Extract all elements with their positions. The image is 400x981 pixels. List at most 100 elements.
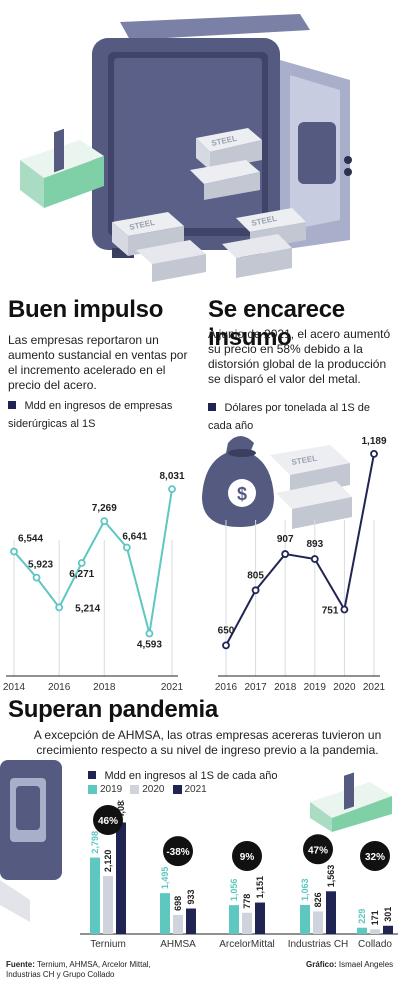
- bar: [160, 893, 170, 934]
- data-label: 4,593: [137, 639, 162, 650]
- bar: [370, 929, 380, 934]
- bar-value-label: 1,495: [160, 867, 170, 890]
- x-tick-label: 2018: [93, 682, 116, 693]
- steel-bar: STEEL: [196, 128, 262, 170]
- safe-door-panel: [298, 122, 336, 184]
- growth-badge-label: 47%: [308, 845, 328, 856]
- bar-value-label: 1,563: [326, 865, 336, 888]
- x-tick-label: 2014: [3, 682, 26, 693]
- bar: [255, 902, 265, 934]
- bar: [173, 914, 183, 934]
- bar-value-label: 301: [383, 907, 393, 922]
- bar-value-label: 698: [173, 896, 183, 911]
- x-tick-label: 2018: [274, 682, 297, 693]
- data-point: [10, 547, 18, 556]
- series-legend-label: 2021: [184, 784, 207, 795]
- x-tick-label: 2016: [48, 682, 71, 693]
- steel-bar: STEEL: [112, 212, 184, 256]
- legend-swatch: [8, 401, 16, 409]
- footer-credit: Gráfico: Ismael Angeles: [306, 960, 393, 970]
- data-point: [310, 555, 319, 563]
- bar-value-label: 1,056: [229, 879, 239, 902]
- bar: [242, 912, 252, 934]
- data-label: 7,269: [92, 503, 117, 514]
- growth-badge: [303, 834, 333, 865]
- x-tick-label: 2021: [161, 682, 184, 693]
- data-point: [251, 586, 260, 595]
- data-point: [122, 543, 131, 552]
- series-legend-swatch: [172, 785, 182, 794]
- bar: [116, 822, 126, 934]
- money-stack-illustration: [310, 772, 392, 832]
- data-label: 805: [247, 570, 264, 581]
- legend-swatch: [88, 771, 96, 779]
- data-label: 8,031: [159, 471, 184, 482]
- bar: [383, 925, 393, 934]
- left-legend: Mdd en ingresos de empresas siderúrgicas…: [8, 396, 188, 432]
- data-point: [77, 559, 86, 567]
- legend-swatch: [208, 403, 216, 411]
- left-title: Buen impulso: [8, 296, 164, 323]
- bar-value-label: 2,120: [103, 850, 113, 873]
- growth-badge: [93, 805, 123, 835]
- bar: [103, 876, 113, 934]
- data-label: 5,923: [28, 560, 53, 571]
- data-label: 907: [277, 534, 294, 545]
- bar: [229, 905, 239, 934]
- data-point: [32, 573, 41, 582]
- bar-value-label: 933: [186, 889, 196, 904]
- data-point: [340, 605, 349, 614]
- x-tick-label: 2019: [304, 682, 327, 693]
- left-legend-text: Mdd en ingresos de empresas siderúrgicas…: [8, 400, 173, 430]
- bar-value-label: 171: [370, 910, 380, 925]
- data-label: 6,641: [122, 531, 147, 542]
- data-point: [55, 603, 64, 612]
- series-legend-item: 2019: [88, 784, 122, 795]
- right-line-chart: 2016 2017 2018 2019 2020 2021 650 805 907 893 751 1…: [215, 436, 387, 693]
- data-label: 6,544: [18, 534, 43, 545]
- series-legend-item: 2020: [130, 784, 165, 795]
- bar: [313, 911, 323, 934]
- category-label: Industrias CH: [288, 939, 349, 950]
- right-description: A junio de 2021, el acero aumentó su pre…: [208, 327, 391, 386]
- growth-badge-label: 46%: [98, 816, 118, 827]
- bar-value-label: 4,083: [116, 800, 126, 818]
- bar-value-label: 2,798: [90, 831, 100, 854]
- growth-badge-label: -38%: [166, 847, 189, 858]
- money-bag-illustration: STEEL $: [202, 436, 352, 529]
- bottom-description: A excepción de AHMSA, las otras empresas…: [33, 728, 382, 757]
- bar-value-label: 778: [242, 894, 252, 909]
- data-point: [281, 550, 290, 558]
- safe-illustration: [0, 760, 62, 922]
- growth-badge: [163, 836, 193, 867]
- bar: [186, 908, 196, 934]
- x-tick-label: 2016: [215, 682, 238, 693]
- x-tick-label: 2021: [363, 682, 386, 693]
- bar-value-label: 1,063: [300, 878, 310, 901]
- bottom-title: Superan pandemia: [8, 696, 218, 723]
- category-label: AHMSA: [160, 939, 196, 950]
- right-title: Se encarece insumo: [208, 296, 345, 351]
- growth-badge: [232, 841, 262, 871]
- footer-source: Fuente: Ternium, AHMSA, Arcelor Mittal, …: [6, 960, 186, 980]
- growth-badge-label: 9%: [240, 852, 255, 863]
- svg-text:STEEL: STEEL: [291, 454, 318, 467]
- data-label: 1,189: [361, 436, 386, 447]
- x-tick-label: 2017: [244, 682, 267, 693]
- left-description: Las empresas reportaron un aumento susta…: [8, 333, 188, 392]
- money-stack: [20, 128, 104, 208]
- footer-credit-text: Ismael Angeles: [338, 960, 394, 969]
- bottom-legend: Mdd en ingresos al 1S de cada año: [88, 766, 278, 784]
- data-label: 650: [218, 625, 235, 636]
- series-legend-item: 2021: [172, 784, 207, 795]
- data-label: 893: [306, 539, 323, 550]
- bottom-legend-text: Mdd en ingresos al 1S de cada año: [104, 770, 278, 782]
- series-legend-swatch: [130, 785, 140, 794]
- bar-value-label: 1,151: [255, 876, 265, 899]
- bar: [90, 857, 100, 934]
- category-label: Collado: [358, 939, 392, 950]
- series-legend-label: 2020: [142, 784, 165, 795]
- series-line: [225, 453, 375, 646]
- right-legend: Dólares por tonelada al 1S de cada año: [208, 398, 388, 434]
